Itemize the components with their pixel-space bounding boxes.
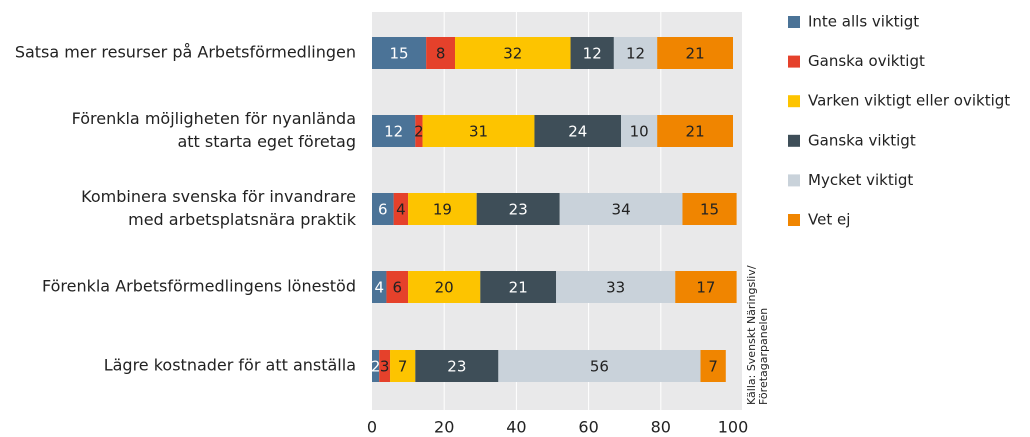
x-tick-label: 100	[718, 418, 749, 437]
value-label: 12	[384, 123, 403, 141]
x-tick-label: 60	[578, 418, 598, 437]
value-label: 21	[686, 123, 705, 141]
category-label: Förenkla Arbetsförmedlingens lönestöd	[42, 277, 356, 296]
value-label: 4	[396, 201, 406, 219]
bar-segment	[415, 350, 499, 382]
bar-segment	[379, 350, 391, 382]
legend-label: Vet ej	[808, 211, 850, 229]
bar-segment	[372, 115, 416, 147]
source-line: Företagarpanelen	[757, 308, 770, 405]
legend-swatch	[788, 95, 800, 108]
legend-swatch	[788, 174, 800, 187]
value-label: 34	[612, 201, 631, 219]
category-label: Satsa mer resurser på Arbetsförmedlingen	[15, 43, 356, 62]
bar-segment	[559, 193, 683, 225]
legend-label: Ganska viktigt	[808, 131, 916, 149]
bar-segment	[700, 350, 726, 382]
bar-segment	[372, 193, 394, 225]
bar-segment	[657, 115, 733, 147]
category-label: Förenkla möjligheten för nyanlända	[72, 109, 356, 128]
value-label: 3	[380, 358, 390, 376]
value-label: 15	[700, 201, 719, 219]
bar-segment	[613, 37, 658, 69]
bar-segment	[498, 350, 701, 382]
bar-segment	[408, 271, 481, 303]
bar-segment	[675, 271, 737, 303]
value-label: 12	[583, 45, 602, 63]
bar-segment	[393, 193, 409, 225]
value-label: 19	[433, 201, 452, 219]
bar-segment	[682, 193, 737, 225]
value-label: 7	[398, 358, 408, 376]
value-label: 56	[590, 358, 609, 376]
bar-segment	[476, 193, 560, 225]
bar-segment	[556, 271, 676, 303]
value-label: 10	[630, 123, 649, 141]
value-label: 21	[509, 279, 528, 297]
value-label: 2	[371, 358, 381, 376]
bar-segment	[657, 37, 733, 69]
value-label: 24	[568, 123, 587, 141]
bar-segment	[390, 350, 416, 382]
legend-swatch	[788, 55, 800, 68]
value-label: 6	[378, 201, 388, 219]
bar-segment	[480, 271, 557, 303]
value-label: 33	[606, 279, 625, 297]
x-tick-label: 40	[506, 418, 526, 437]
category-label: att starta eget företag	[177, 132, 356, 151]
value-label: 31	[469, 123, 488, 141]
value-label: 21	[686, 45, 705, 63]
category-label: Lägre kostnader för att anställa	[104, 356, 356, 375]
bar-segment	[408, 193, 477, 225]
x-tick-label: 80	[651, 418, 671, 437]
legend-label: Inte alls viktigt	[808, 13, 919, 31]
value-label: 15	[390, 45, 409, 63]
value-label: 32	[503, 45, 522, 63]
legend-swatch	[788, 214, 800, 226]
x-tick-label: 0	[367, 418, 377, 437]
bar-segment	[372, 350, 380, 382]
bar-segment	[415, 115, 423, 147]
bar-segment	[372, 37, 427, 69]
value-label: 23	[447, 358, 466, 376]
bar-segment	[455, 37, 571, 69]
value-label: 8	[436, 45, 446, 63]
bar-segment	[621, 115, 658, 147]
bar-segment	[534, 115, 622, 147]
value-label: 7	[708, 358, 718, 376]
bar-segment	[422, 115, 535, 147]
value-label: 23	[509, 201, 528, 219]
legend-label: Mycket viktigt	[808, 171, 913, 189]
bar-segment	[386, 271, 409, 303]
legend-label: Ganska oviktigt	[808, 52, 925, 70]
source-line: Källa: Svenskt Näringsliv/	[745, 265, 758, 405]
bar-segment	[426, 37, 456, 69]
value-label: 20	[435, 279, 454, 297]
category-label: Kombinera svenska för invandrare	[81, 187, 356, 206]
x-tick-label: 20	[434, 418, 454, 437]
category-label: med arbetsplatsnära praktik	[128, 210, 357, 229]
value-label: 12	[626, 45, 645, 63]
value-label: 17	[696, 279, 715, 297]
bar-segment	[372, 271, 387, 303]
value-label: 6	[392, 279, 402, 297]
legend-swatch	[788, 16, 800, 28]
value-label: 4	[374, 279, 384, 297]
value-label: 2	[414, 123, 424, 141]
bar-segment	[570, 37, 614, 69]
legend-label: Varken viktigt eller oviktigt	[808, 92, 1010, 110]
legend-swatch	[788, 134, 800, 147]
source-note: Källa: Svenskt Näringsliv/Företagarpanel…	[745, 265, 770, 405]
